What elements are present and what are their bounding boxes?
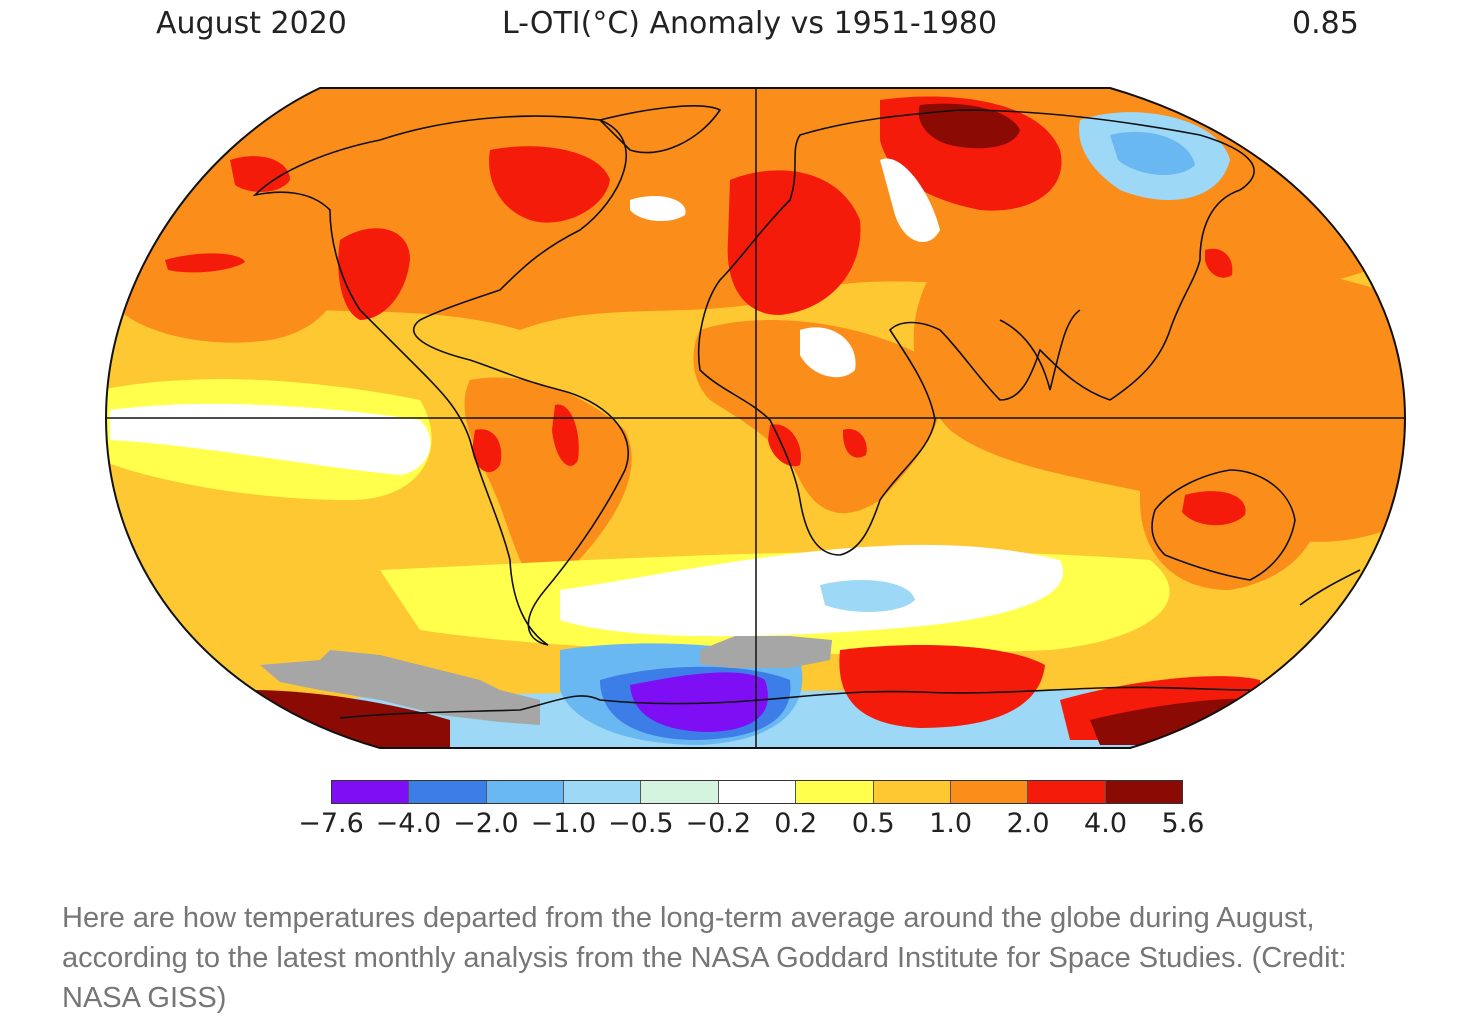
color-scale-segment — [641, 781, 719, 803]
color-scale-tick-label: 4.0 — [1084, 808, 1128, 839]
color-scale-tick-label: −1.0 — [530, 808, 597, 839]
color-scale-tick-label: 0.2 — [774, 808, 818, 839]
coastline-greenland — [598, 105, 722, 154]
anomaly-cold-bering — [1110, 131, 1195, 176]
color-scale-tick-label: 5.6 — [1161, 808, 1205, 839]
map-coastlines — [252, 105, 1361, 719]
anomaly-hotspot-central-africa — [768, 424, 801, 467]
anomaly-hotspot-siberia — [918, 103, 1020, 149]
anomaly-band-southern-ocean-neutral — [560, 544, 1064, 637]
anomaly-hotspot-australia — [1182, 491, 1246, 526]
color-scale-tick-label: −4.0 — [375, 808, 442, 839]
anomaly-hotspot-east-africa — [842, 429, 867, 458]
anomaly-region-north-pacific — [110, 206, 342, 343]
color-scale-segment — [950, 781, 1029, 803]
coastline-new-zealand — [1299, 569, 1361, 606]
anomaly-hotspot-amazon-east — [552, 404, 579, 466]
color-scale-segment — [409, 781, 487, 803]
color-scale-tick-label: −0.5 — [608, 808, 674, 839]
anomaly-hotspot-central-pacific — [165, 253, 245, 273]
anomaly-hotspot-amazon-west — [472, 429, 502, 473]
color-scale-tick-label: −0.2 — [685, 808, 752, 839]
coastline-americas — [252, 115, 629, 646]
color-scale-segment — [718, 781, 797, 803]
anomaly-neutral-north-atlantic — [630, 195, 686, 222]
color-scale-segment — [796, 781, 874, 803]
global-mean-value: 0.85 — [1292, 6, 1359, 41]
coastline-eurasia-africa — [697, 109, 1255, 556]
anomaly-hotspot-canada — [489, 146, 610, 223]
color-scale-segment — [1105, 781, 1182, 803]
anomaly-band-equatorial-neutral — [110, 403, 431, 475]
anomaly-hotspot-east-asia — [1205, 248, 1233, 278]
anomaly-coldest-antarctic — [630, 672, 768, 732]
color-scale-tick-label: −7.6 — [298, 808, 364, 839]
anomaly-hotspot-west-us — [338, 228, 410, 320]
color-scale-tick-label: 1.0 — [929, 808, 973, 839]
color-scale-bar — [331, 780, 1183, 804]
anomaly-neutral-arctic — [880, 158, 940, 242]
color-scale-segment — [332, 781, 410, 803]
anomaly-hotspot-europe — [727, 170, 861, 315]
anomaly-hotspot-alaska — [230, 156, 290, 192]
no-data-region-west — [260, 650, 540, 725]
map-globe-outline — [104, 87, 1407, 749]
anomaly-neutral-arabia — [800, 327, 856, 378]
color-scale-segment — [873, 781, 951, 803]
color-scale-segment — [564, 781, 642, 803]
coastline-antarctica — [339, 686, 1251, 719]
map-title: L-OTI(°C) Anomaly vs 1951-1980 — [502, 6, 998, 41]
anomaly-hot-antarctic-indian — [839, 645, 1045, 728]
color-scale-segment — [1028, 781, 1106, 803]
temperature-anomaly-map — [104, 87, 1407, 749]
color-scale-segment — [486, 781, 565, 803]
coastline-australia — [1151, 469, 1296, 581]
color-scale-tick-label: −2.0 — [453, 808, 519, 839]
color-scale-tick-label: 0.5 — [851, 808, 895, 839]
coastline-india — [999, 309, 1081, 391]
color-scale-tick-label: 2.0 — [1006, 808, 1050, 839]
map-date-label: August 2020 — [156, 6, 347, 41]
anomaly-region-south-america — [464, 377, 632, 586]
no-data-region-east — [700, 636, 832, 668]
anomaly-cool-south-atlantic — [820, 580, 915, 612]
image-caption: Here are how temperatures departed from … — [62, 902, 1347, 1014]
